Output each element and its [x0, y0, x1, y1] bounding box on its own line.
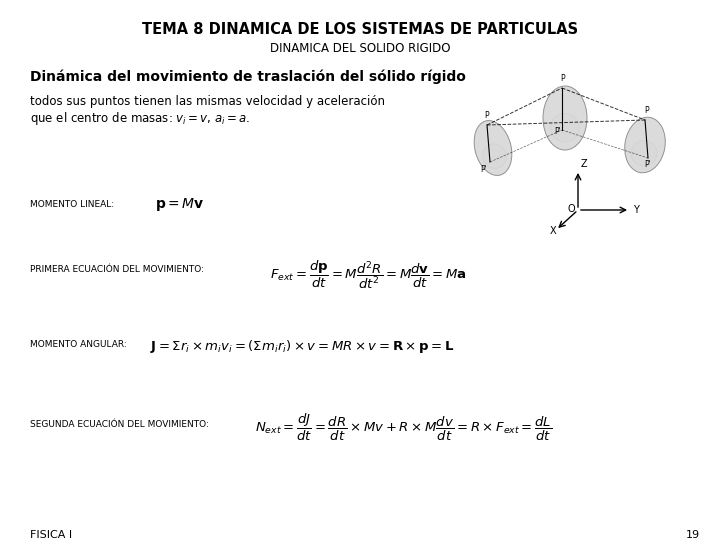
Text: $\mathbf{J} = \Sigma r_i \times m_i v_i = (\Sigma m_i r_i) \times v = MR \times : $\mathbf{J} = \Sigma r_i \times m_i v_i … — [150, 338, 454, 355]
Text: todos sus puntos tienen las mismas velocidad y aceleración: todos sus puntos tienen las mismas veloc… — [30, 95, 385, 108]
Text: O: O — [568, 204, 575, 214]
Text: $N_{ext} = \dfrac{dJ}{dt} = \dfrac{dR}{dt} \times Mv + R \times M\dfrac{dv}{dt} : $N_{ext} = \dfrac{dJ}{dt} = \dfrac{dR}{d… — [255, 412, 552, 443]
Text: P: P — [561, 74, 565, 83]
Text: DINAMICA DEL SOLIDO RIGIDO: DINAMICA DEL SOLIDO RIGIDO — [270, 42, 450, 55]
Ellipse shape — [482, 144, 506, 168]
Text: MOMENTO LINEAL:: MOMENTO LINEAL: — [30, 200, 114, 209]
Text: P': P' — [554, 127, 562, 136]
Text: Y: Y — [633, 205, 639, 215]
Ellipse shape — [543, 86, 587, 150]
Text: FISICA I: FISICA I — [30, 530, 72, 540]
Text: 19: 19 — [686, 530, 700, 540]
Text: TEMA 8 DINAMICA DE LOS SISTEMAS DE PARTICULAS: TEMA 8 DINAMICA DE LOS SISTEMAS DE PARTI… — [142, 22, 578, 37]
Text: $\mathbf{p} = M\mathbf{v}$: $\mathbf{p} = M\mathbf{v}$ — [155, 196, 204, 213]
Text: X: X — [550, 226, 557, 236]
Ellipse shape — [474, 120, 512, 176]
Text: que el centro de masas: $v_i = v$, $a_i = a$.: que el centro de masas: $v_i = v$, $a_i … — [30, 110, 250, 127]
Text: P': P' — [481, 165, 487, 174]
Ellipse shape — [631, 140, 657, 166]
Text: P': P' — [644, 160, 652, 169]
Text: SEGUNDA ECUACIÓN DEL MOVIMIENTO:: SEGUNDA ECUACIÓN DEL MOVIMIENTO: — [30, 420, 209, 429]
Text: P: P — [485, 111, 490, 120]
Ellipse shape — [551, 113, 580, 142]
Text: P: P — [644, 106, 649, 115]
Text: Z: Z — [581, 159, 588, 169]
Text: MOMENTO ANGULAR:: MOMENTO ANGULAR: — [30, 340, 127, 349]
Text: $F_{ext} = \dfrac{d\mathbf{p}}{dt} = M\dfrac{d^2R}{dt^2} = M\dfrac{d\mathbf{v}}{: $F_{ext} = \dfrac{d\mathbf{p}}{dt} = M\d… — [270, 259, 467, 291]
Text: Dinámica del movimiento de traslación del sólido rígido: Dinámica del movimiento de traslación de… — [30, 70, 466, 84]
Text: PRIMERA ECUACIÓN DEL MOVIMIENTO:: PRIMERA ECUACIÓN DEL MOVIMIENTO: — [30, 265, 204, 274]
Ellipse shape — [625, 117, 665, 173]
